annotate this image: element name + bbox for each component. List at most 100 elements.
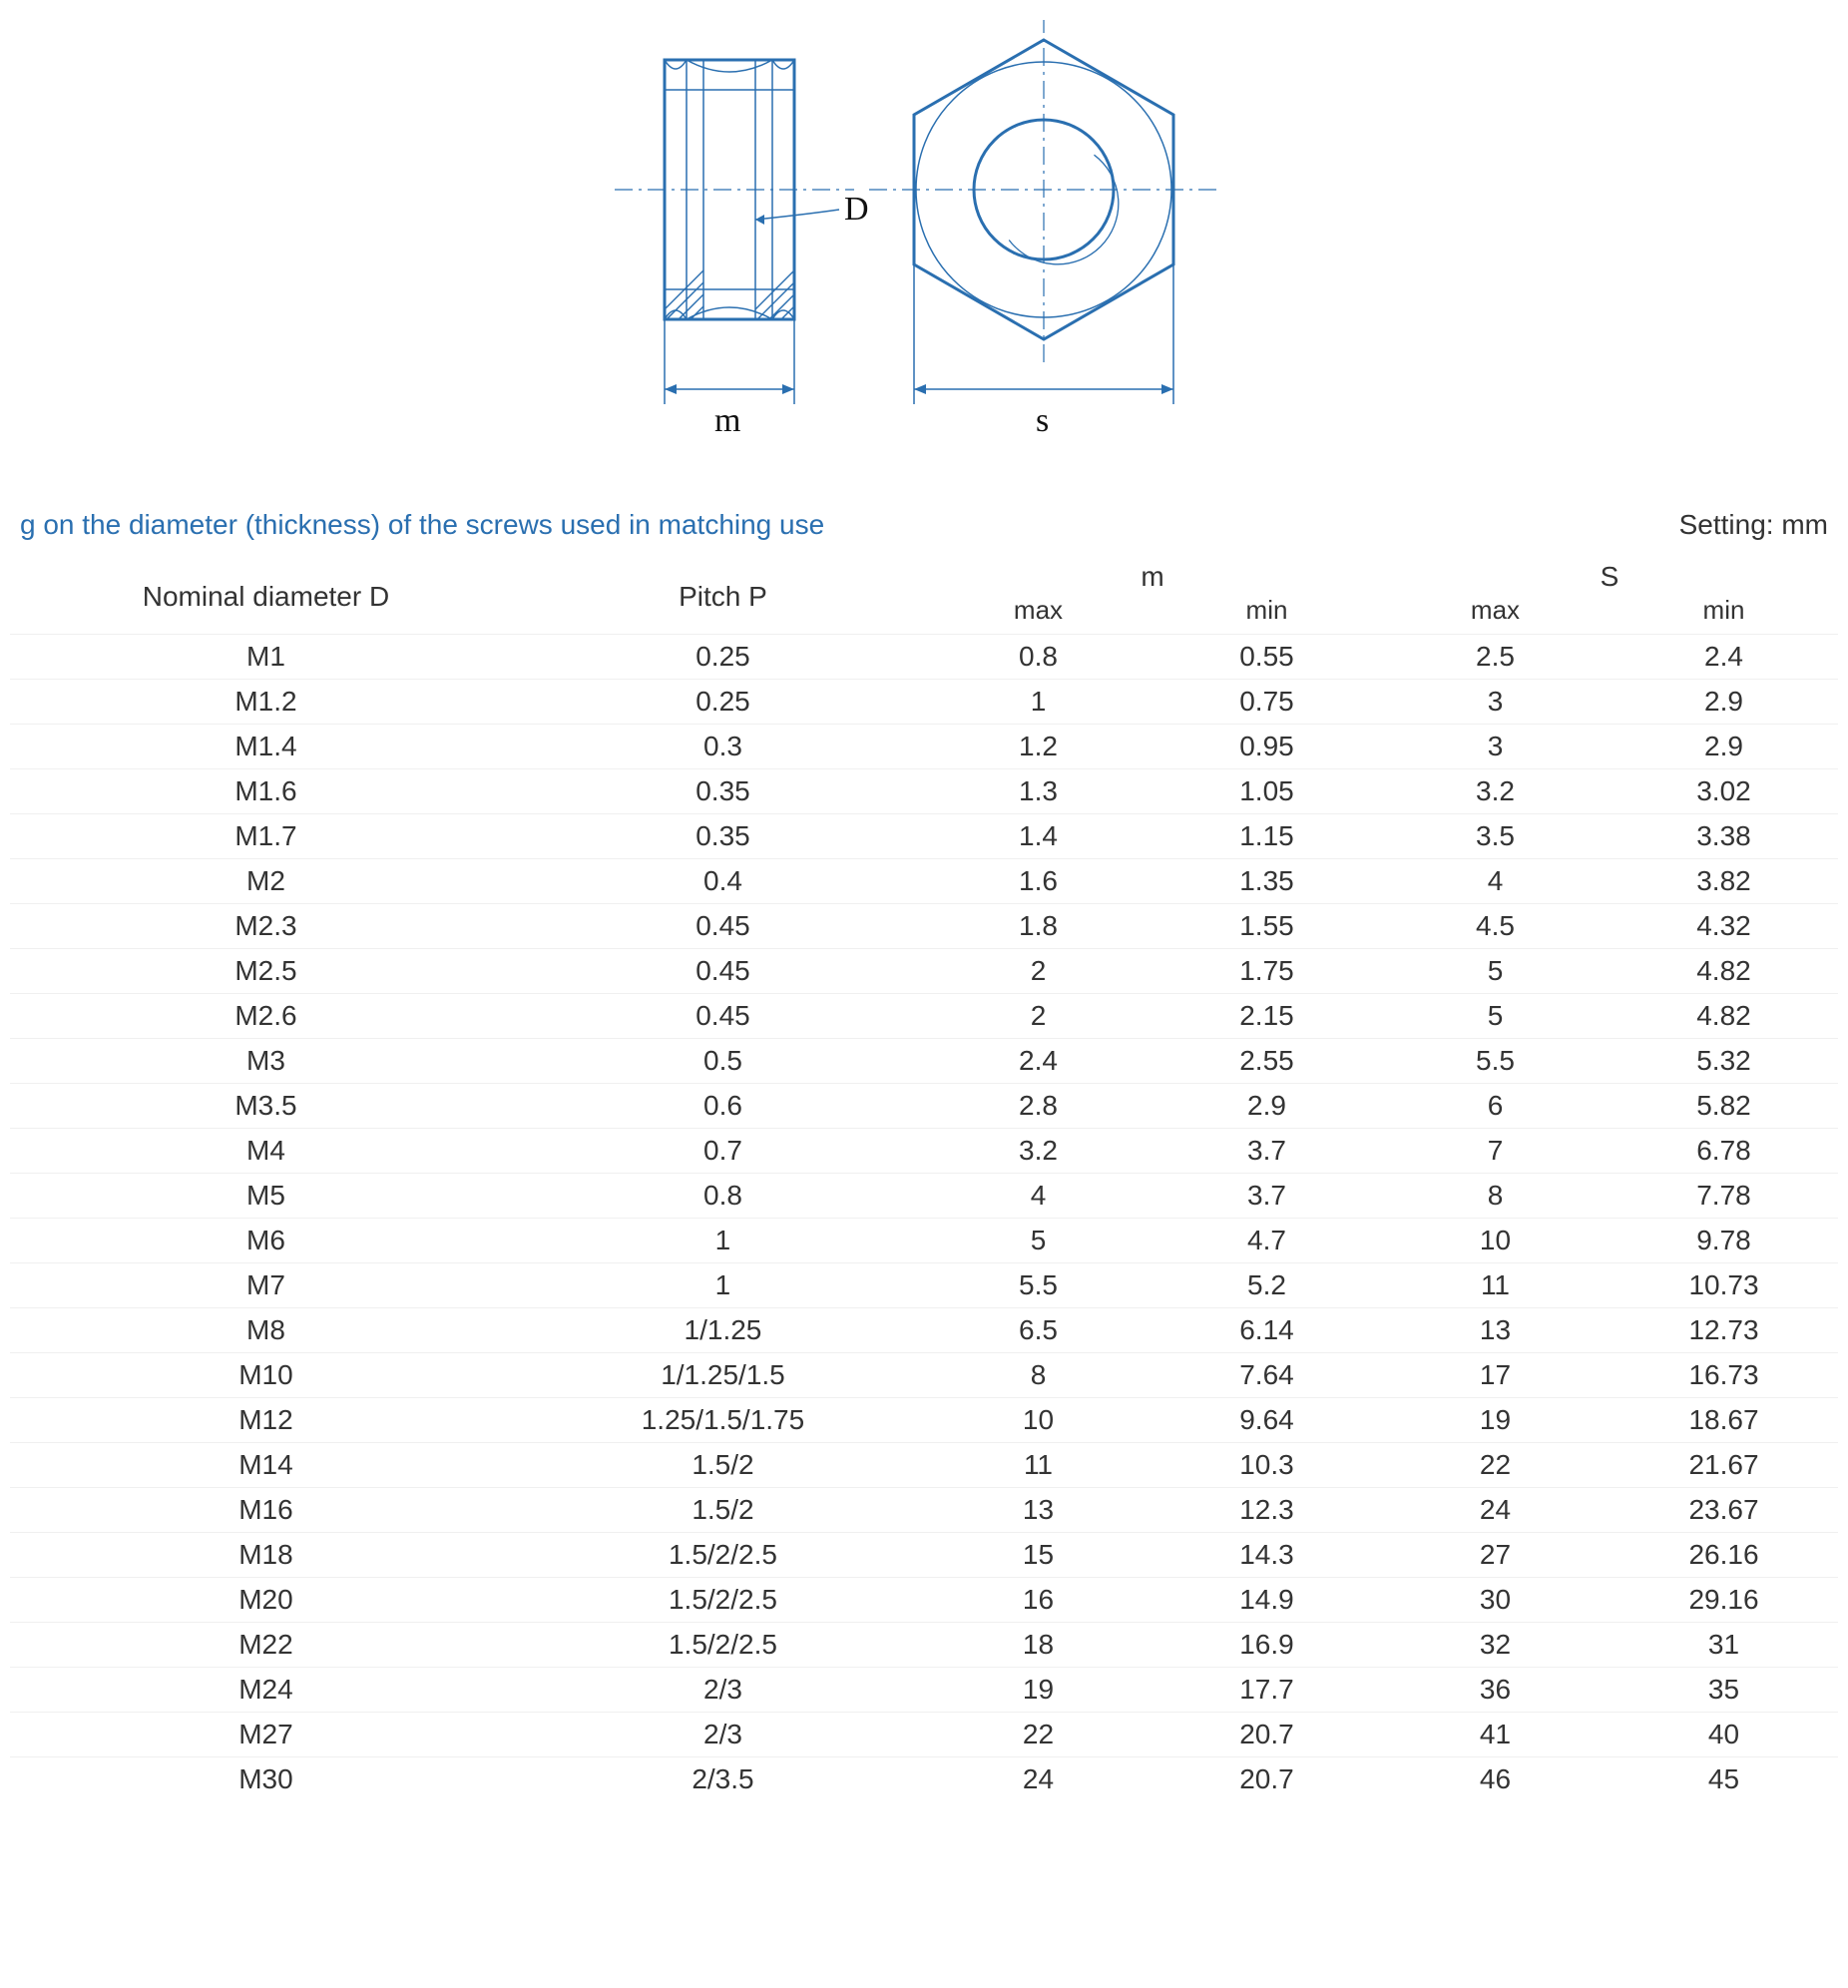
cell-d: M27 [10, 1713, 522, 1757]
cell-d: M3.5 [10, 1084, 522, 1129]
table-row: M1.20.2510.7532.9 [10, 680, 1838, 725]
table-row: M1.70.351.41.153.53.38 [10, 814, 1838, 859]
cell-smax: 5.5 [1381, 1039, 1610, 1084]
cell-mmin: 2.55 [1153, 1039, 1381, 1084]
cell-d: M1.2 [10, 680, 522, 725]
cell-mmin: 0.75 [1153, 680, 1381, 725]
cell-mmax: 13 [924, 1488, 1153, 1533]
cell-smax: 27 [1381, 1533, 1610, 1578]
cell-smin: 4.32 [1610, 904, 1838, 949]
cell-mmax: 11 [924, 1443, 1153, 1488]
cell-p: 1.5/2/2.5 [522, 1578, 924, 1623]
table-row: M201.5/2/2.51614.93029.16 [10, 1578, 1838, 1623]
cell-smax: 4.5 [1381, 904, 1610, 949]
cell-smax: 2.5 [1381, 635, 1610, 680]
cell-d: M2.6 [10, 994, 522, 1039]
cell-d: M2 [10, 859, 522, 904]
cell-d: M8 [10, 1308, 522, 1353]
cell-smax: 41 [1381, 1713, 1610, 1757]
cell-mmin: 16.9 [1153, 1623, 1381, 1668]
cell-mmin: 9.64 [1153, 1398, 1381, 1443]
cell-mmin: 5.2 [1153, 1263, 1381, 1308]
cell-d: M12 [10, 1398, 522, 1443]
cell-p: 2/3 [522, 1668, 924, 1713]
caption-row: g on the diameter (thickness) of the scr… [10, 509, 1838, 551]
cell-smax: 7 [1381, 1129, 1610, 1174]
cell-smin: 2.4 [1610, 635, 1838, 680]
table-row: M302/3.52420.74645 [10, 1757, 1838, 1802]
cell-mmax: 2.8 [924, 1084, 1153, 1129]
cell-p: 1.25/1.5/1.75 [522, 1398, 924, 1443]
cell-mmax: 4 [924, 1174, 1153, 1219]
table-row: M715.55.21110.73 [10, 1263, 1838, 1308]
cell-smax: 11 [1381, 1263, 1610, 1308]
cell-d: M1.4 [10, 725, 522, 769]
table-row: M2.50.4521.7554.82 [10, 949, 1838, 994]
table-row: M221.5/2/2.51816.93231 [10, 1623, 1838, 1668]
cell-p: 2/3 [522, 1713, 924, 1757]
cell-d: M1 [10, 635, 522, 680]
cell-mmin: 6.14 [1153, 1308, 1381, 1353]
cell-smin: 3.82 [1610, 859, 1838, 904]
cell-smax: 17 [1381, 1353, 1610, 1398]
cell-smax: 24 [1381, 1488, 1610, 1533]
cell-d: M20 [10, 1578, 522, 1623]
table-row: M50.843.787.78 [10, 1174, 1838, 1219]
cell-smin: 26.16 [1610, 1533, 1838, 1578]
cell-smin: 9.78 [1610, 1219, 1838, 1263]
cell-smin: 16.73 [1610, 1353, 1838, 1398]
table-row: M141.5/21110.32221.67 [10, 1443, 1838, 1488]
cell-p: 0.3 [522, 725, 924, 769]
cell-smin: 31 [1610, 1623, 1838, 1668]
cell-smin: 18.67 [1610, 1398, 1838, 1443]
cell-mmax: 5 [924, 1219, 1153, 1263]
cell-mmax: 5.5 [924, 1263, 1153, 1308]
cell-p: 0.35 [522, 769, 924, 814]
cell-mmax: 2 [924, 994, 1153, 1039]
cell-p: 0.6 [522, 1084, 924, 1129]
cell-d: M1.6 [10, 769, 522, 814]
cell-mmin: 12.3 [1153, 1488, 1381, 1533]
cell-d: M22 [10, 1623, 522, 1668]
cell-smax: 30 [1381, 1578, 1610, 1623]
cell-mmax: 1.4 [924, 814, 1153, 859]
cell-mmin: 1.05 [1153, 769, 1381, 814]
cell-mmax: 2.4 [924, 1039, 1153, 1084]
cell-d: M7 [10, 1263, 522, 1308]
cell-mmin: 20.7 [1153, 1713, 1381, 1757]
cell-smax: 5 [1381, 949, 1610, 994]
cell-mmax: 10 [924, 1398, 1153, 1443]
cell-mmin: 1.35 [1153, 859, 1381, 904]
cell-mmax: 1 [924, 680, 1153, 725]
caption-left: g on the diameter (thickness) of the scr… [20, 509, 824, 541]
cell-smin: 35 [1610, 1668, 1838, 1713]
cell-p: 1.5/2 [522, 1443, 924, 1488]
col-header-d: Nominal diameter D [10, 551, 522, 635]
cell-smin: 3.02 [1610, 769, 1838, 814]
col-header-p: Pitch P [522, 551, 924, 635]
cell-mmax: 2 [924, 949, 1153, 994]
cell-smin: 23.67 [1610, 1488, 1838, 1533]
cell-p: 1.5/2 [522, 1488, 924, 1533]
col-header-m: m [924, 551, 1381, 595]
cell-mmin: 0.95 [1153, 725, 1381, 769]
cell-mmin: 3.7 [1153, 1174, 1381, 1219]
cell-d: M16 [10, 1488, 522, 1533]
cell-smin: 3.38 [1610, 814, 1838, 859]
cell-mmin: 1.15 [1153, 814, 1381, 859]
cell-d: M14 [10, 1443, 522, 1488]
cell-d: M2.5 [10, 949, 522, 994]
cell-smin: 5.82 [1610, 1084, 1838, 1129]
cell-mmax: 1.3 [924, 769, 1153, 814]
cell-mmin: 2.15 [1153, 994, 1381, 1039]
col-header-s-max: max [1381, 595, 1610, 635]
cell-smax: 5 [1381, 994, 1610, 1039]
cell-smin: 7.78 [1610, 1174, 1838, 1219]
cell-mmin: 7.64 [1153, 1353, 1381, 1398]
cell-mmax: 19 [924, 1668, 1153, 1713]
cell-smax: 10 [1381, 1219, 1610, 1263]
table-row: M1.40.31.20.9532.9 [10, 725, 1838, 769]
cell-d: M1.7 [10, 814, 522, 859]
table-row: M6154.7109.78 [10, 1219, 1838, 1263]
spec-table: Nominal diameter D Pitch P m S max min m… [10, 551, 1838, 1801]
